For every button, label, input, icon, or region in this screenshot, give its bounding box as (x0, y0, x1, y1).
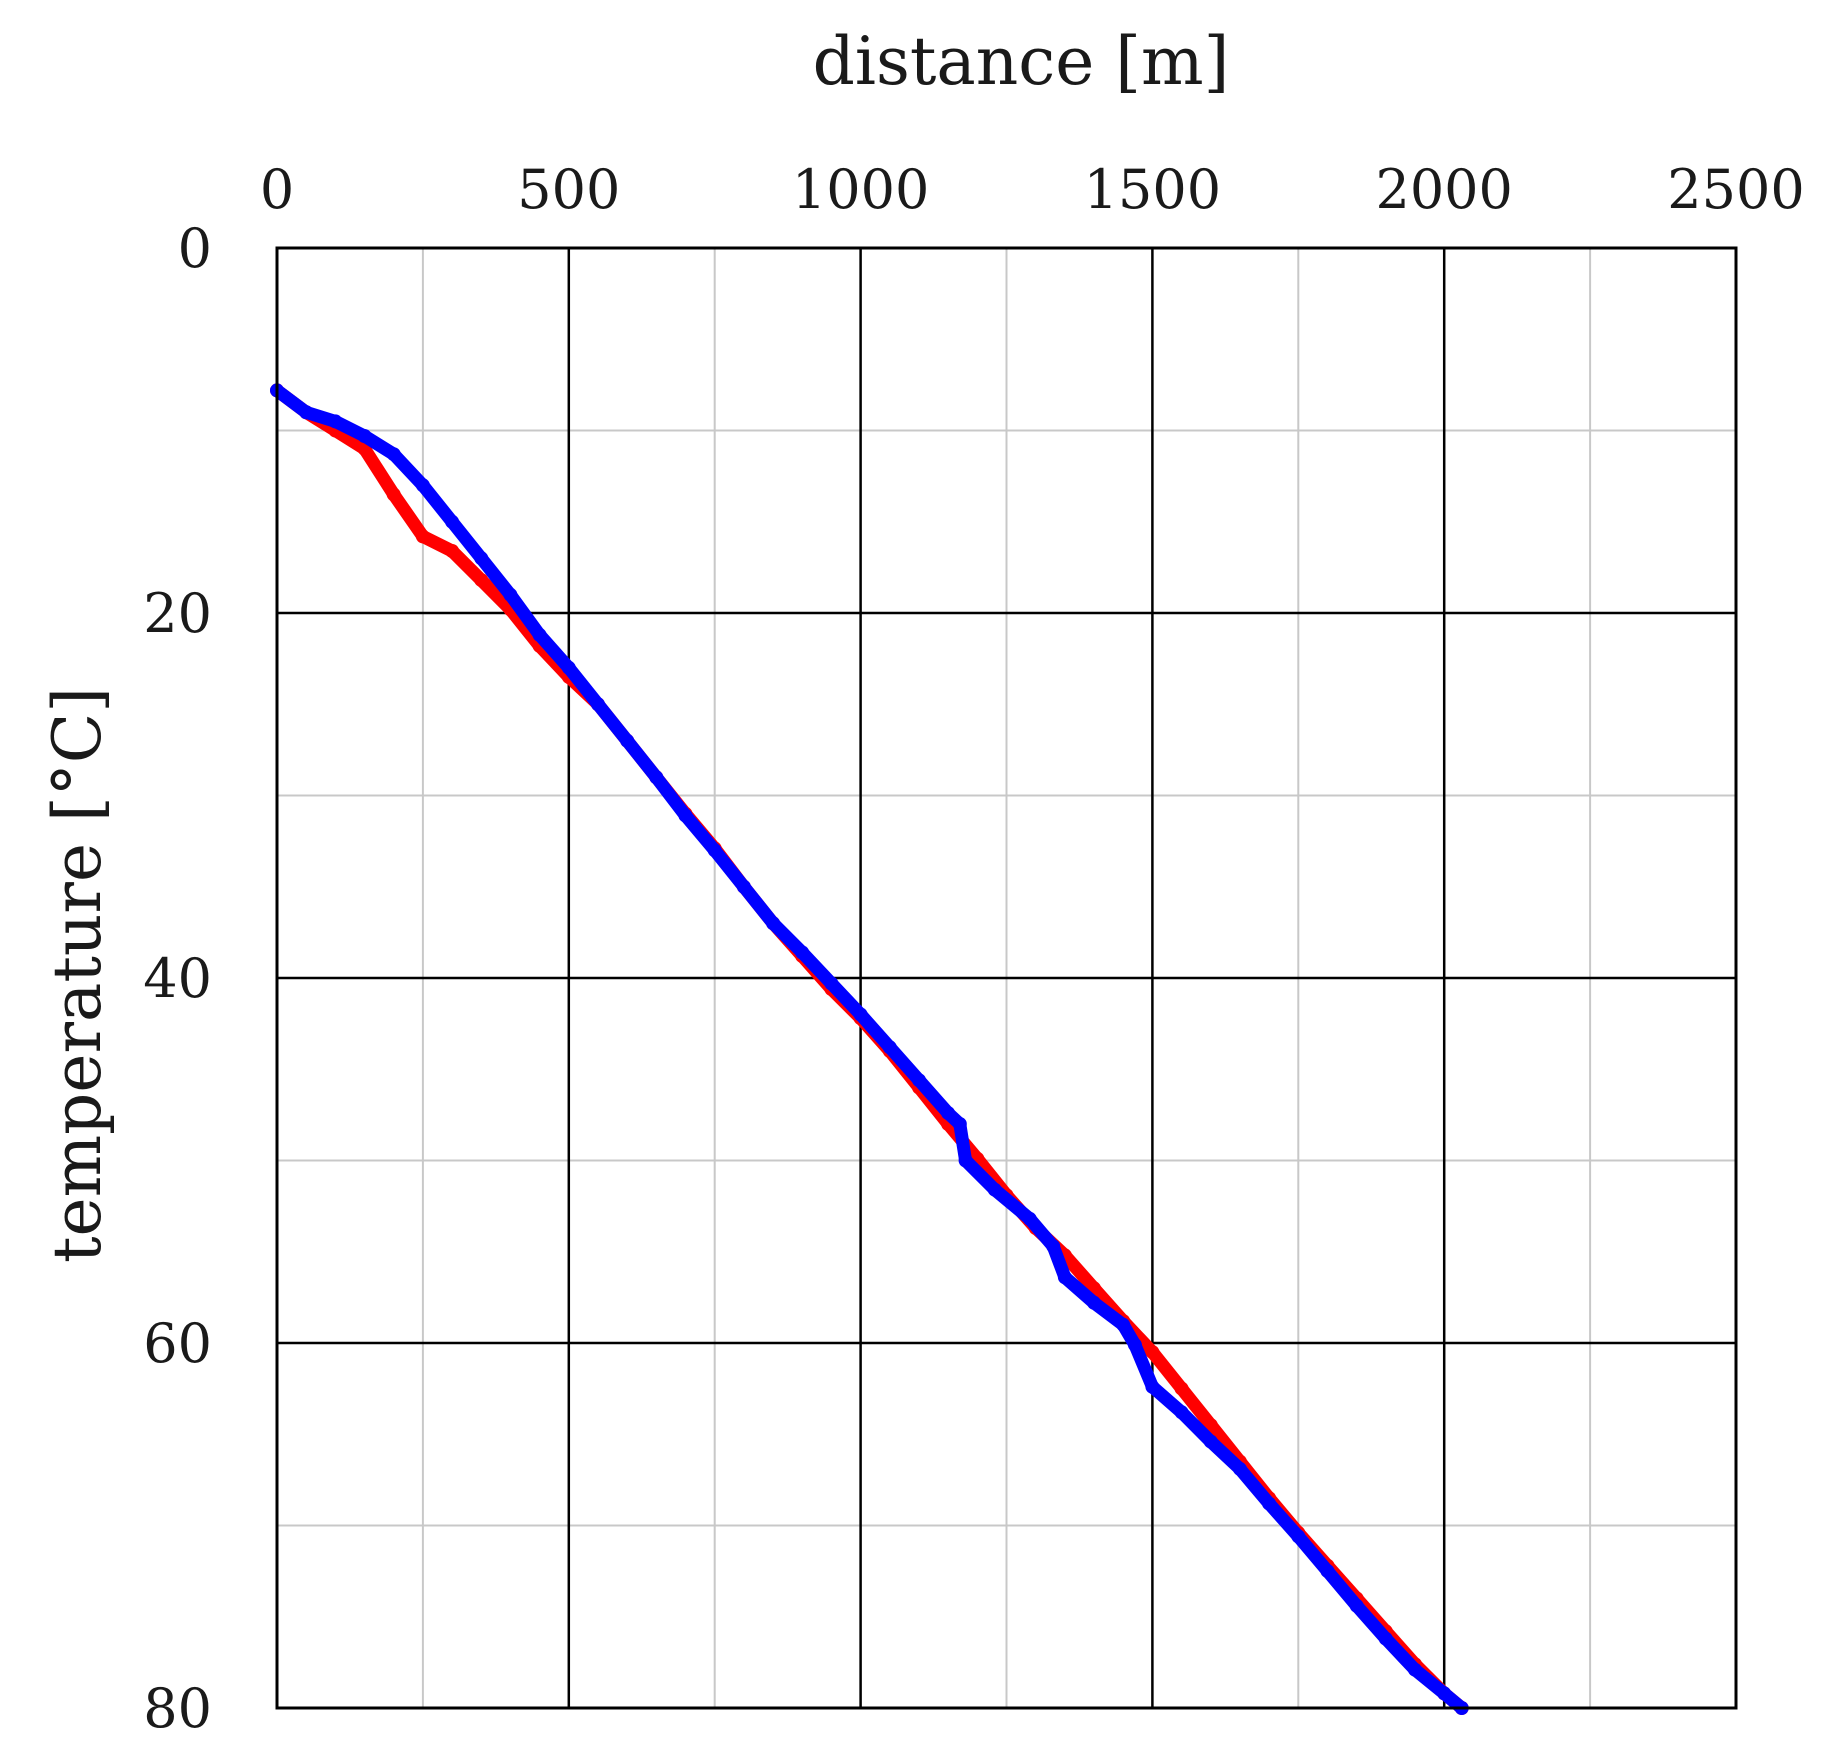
data-point (987, 1182, 1002, 1197)
data-point (415, 478, 430, 493)
data-point (1087, 1295, 1101, 1310)
tick-labels: 0 500 1000 1500 2000 2500 0 20 40 60 80 (143, 158, 1804, 1740)
data-point (1145, 1345, 1160, 1360)
data-point (1262, 1496, 1277, 1511)
data-point (1320, 1564, 1335, 1579)
data-point (882, 1040, 897, 1055)
y-tick-label: 40 (143, 947, 212, 1010)
data-point (952, 1117, 967, 1131)
x-tick-label: 2500 (1667, 158, 1804, 221)
data-point (1174, 1405, 1189, 1420)
data-point (1437, 1686, 1452, 1701)
data-point (1116, 1317, 1131, 1332)
data-point (445, 544, 460, 558)
grid (275, 246, 1738, 1710)
x-axis-title: distance [m] (813, 23, 1230, 100)
data-point (1203, 1418, 1218, 1433)
data-point (328, 414, 343, 429)
data-point (532, 627, 547, 642)
data-point (357, 429, 372, 443)
y-tick-label: 80 (143, 1677, 212, 1740)
plot-frame (275, 246, 1738, 1710)
data-point (1203, 1434, 1218, 1449)
data-point (474, 573, 489, 588)
data-point (678, 808, 693, 823)
data-point (445, 514, 460, 529)
series-1 (270, 383, 1469, 1715)
data-point (1349, 1598, 1364, 1613)
data-point (1232, 1461, 1247, 1476)
data-point (1127, 1337, 1142, 1352)
y-tick-label: 20 (143, 582, 212, 645)
data-point (766, 916, 781, 931)
data-point (736, 879, 751, 894)
series-line (270, 383, 1469, 1715)
series-2 (270, 383, 1469, 1715)
x-tick-label: 1500 (1084, 158, 1221, 221)
data-point (912, 1073, 926, 1088)
data-point (1408, 1662, 1422, 1677)
data-point (1174, 1381, 1189, 1396)
x-tick-label: 1000 (792, 158, 929, 221)
data-point (795, 945, 810, 960)
data-point (1046, 1239, 1061, 1254)
y-tick-label: 60 (143, 1312, 212, 1375)
data-point (591, 697, 605, 712)
data-point (1022, 1211, 1037, 1226)
data-point (386, 487, 401, 502)
data-point (415, 529, 430, 544)
data-point (1378, 1631, 1393, 1646)
data-point (620, 733, 635, 748)
data-point (958, 1153, 973, 1168)
x-tick-label: 500 (517, 158, 620, 221)
data-point (1057, 1270, 1072, 1285)
y-axis-title: temperature [°C] (39, 687, 116, 1263)
data-point (853, 1007, 868, 1022)
plot-area-border (275, 246, 1738, 1710)
data-point (1145, 1379, 1160, 1394)
data-point (824, 976, 839, 991)
data-point (299, 405, 314, 420)
y-tick-label: 0 (178, 217, 212, 280)
series-group (270, 383, 1469, 1715)
x-tick-label: 2000 (1375, 158, 1512, 221)
data-point (941, 1106, 956, 1121)
data-point (561, 660, 576, 675)
data-point (386, 447, 401, 462)
data-point (503, 587, 518, 602)
data-point (1291, 1529, 1306, 1544)
data-point (649, 770, 664, 785)
data-point (707, 843, 722, 858)
x-tick-label: 0 (260, 158, 294, 221)
data-point (474, 551, 489, 566)
